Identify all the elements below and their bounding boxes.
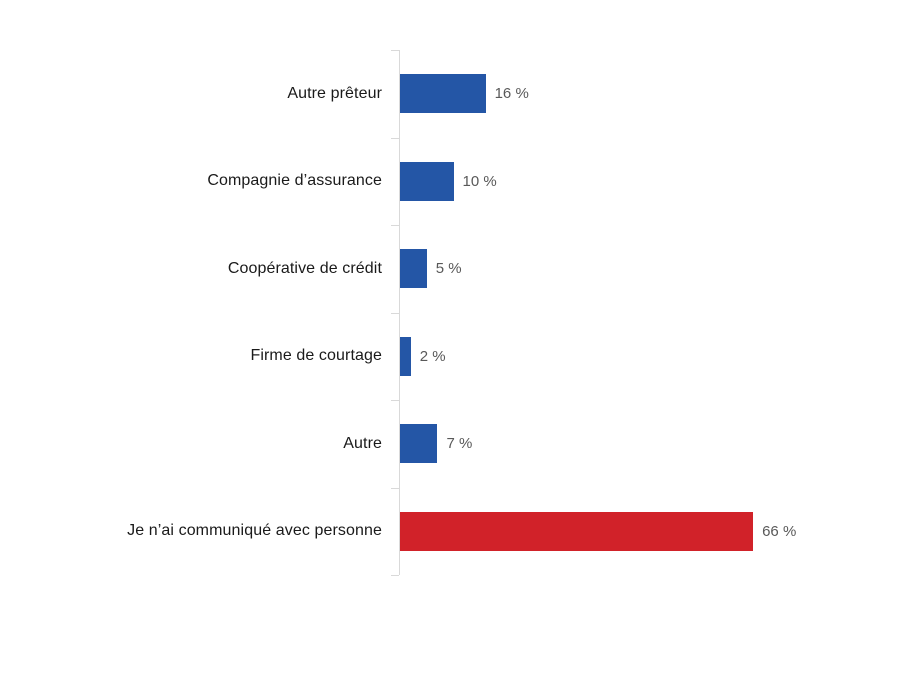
- bar: [400, 74, 486, 114]
- bar-zone: 7 %: [400, 400, 472, 488]
- value-label: 5 %: [435, 260, 462, 278]
- bar-row: Je n’ai communiqué avec personne 66 %: [0, 488, 900, 576]
- value-label: 10 %: [462, 172, 497, 190]
- axis-tick: [391, 225, 399, 226]
- bar-zone: 2 %: [400, 313, 446, 401]
- bar-row: Compagnie d’assurance 10 %: [0, 138, 900, 226]
- axis-tick: [391, 575, 399, 576]
- bar-zone: 66 %: [400, 488, 796, 576]
- bar-zone: 5 %: [400, 225, 462, 313]
- axis-tick: [391, 137, 399, 139]
- category-label: Firme de courtage: [250, 347, 382, 365]
- value-label: 16 %: [494, 85, 529, 103]
- axis-tick: [391, 50, 399, 51]
- bar-zone: 16 %: [400, 50, 529, 138]
- bar: [400, 161, 454, 201]
- value-label: 66 %: [762, 522, 797, 540]
- category-label: Autre prêteur: [287, 84, 382, 102]
- bar-row: Autre 7 %: [0, 400, 900, 488]
- y-axis-line: [399, 50, 400, 575]
- bar-row: Autre prêteur 16 %: [0, 50, 900, 138]
- bar: [400, 336, 411, 376]
- bar-row: Coopérative de crédit 5 %: [0, 225, 900, 313]
- bar-zone: 10 %: [400, 138, 497, 226]
- plot-area: Autre prêteur 16 % Compagnie d’assurance…: [0, 50, 900, 575]
- axis-tick: [391, 400, 399, 401]
- bar: [400, 424, 438, 464]
- category-label: Coopérative de crédit: [227, 259, 382, 277]
- category-label: Autre: [343, 434, 382, 452]
- category-label: Compagnie d’assurance: [207, 172, 382, 190]
- axis-tick: [391, 312, 399, 314]
- category-label: Je n’ai communiqué avec personne: [127, 522, 382, 540]
- bar: [400, 511, 754, 551]
- bar: [400, 249, 427, 289]
- axis-tick: [391, 487, 399, 489]
- value-label: 2 %: [419, 347, 446, 365]
- value-label: 7 %: [446, 435, 473, 453]
- bar-row: Firme de courtage 2 %: [0, 313, 900, 401]
